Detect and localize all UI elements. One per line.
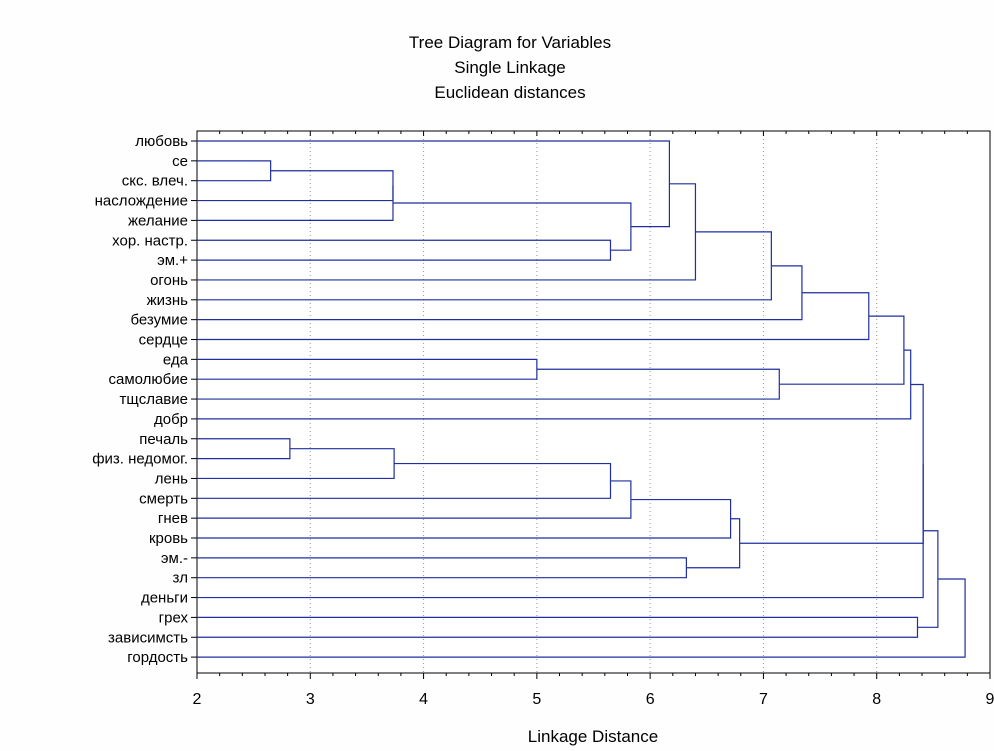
dendrogram-link [197,358,538,380]
dendrogram-link [197,438,291,460]
leaf-label: хор. настр. [112,232,188,249]
x-axis-label: Linkage Distance [528,727,658,746]
dendrogram-link [197,183,697,281]
leaf-label: желание [128,212,188,229]
dendrogram-link [197,448,395,480]
x-axis-ticks: 2 3 4 5 6 7 8 9 [193,131,994,708]
leaf-label: добр [154,411,188,428]
leaf-label: смерть [139,490,188,507]
leaf-label: наслождение [95,193,188,210]
plot-area [196,130,991,674]
x-tick-label: 4 [419,691,428,708]
chart-title-line: Tree Diagram for Variables [409,33,611,52]
leaf-label: любовь [135,133,188,150]
dendrogram-link [197,463,924,599]
leaf-label: кровь [149,530,188,547]
leaf-label: се [172,153,188,170]
chart-title: Tree Diagram for Variables Single Linkage… [409,33,611,102]
x-tick-label: 8 [872,691,881,708]
leaf-label: печаль [139,431,188,448]
dendrogram-link [197,185,394,221]
leaf-label: сердце [139,332,188,349]
dendrogram-link [392,202,632,251]
chart-title-line: Single Linkage [454,58,566,77]
dendrogram-link [197,557,687,579]
leaf-label: зависимсть [108,629,188,646]
leaf-label: самолюбие [109,371,188,388]
leaf-label: эм.- [161,550,188,567]
leaf-label: грех [159,609,189,626]
dendrogram-link [197,616,919,638]
leaf-label: зл [173,570,188,587]
leaf-label: гордость [127,649,188,666]
x-tick-label: 2 [193,691,202,708]
x-tick-label: 5 [532,691,541,708]
x-tick-label: 6 [646,691,655,708]
leaf-label: жизнь [147,292,189,309]
dendrogram-link [197,480,632,519]
dendrogram-links [197,140,966,658]
x-tick-label: 7 [759,691,768,708]
leaf-label: деньги [141,590,188,607]
leaf-label: тщславие [120,391,189,408]
leaf-label: лень [155,470,188,487]
leaf-labels: любовь се скс. влеч. наслождение желание хор.… [92,133,197,666]
x-tick-label: 9 [986,691,994,708]
dendrogram-link [197,578,966,658]
leaf-label: огонь [150,272,188,289]
chart-title-line: Euclidean distances [434,83,585,102]
leaf-label: эм.+ [157,252,188,269]
leaf-label: еда [163,351,189,368]
leaf-label: физ. недомог. [92,451,188,468]
dendrogram-link [197,292,870,341]
dendrogram-link [197,140,671,228]
leaf-label: скс. влеч. [122,173,188,190]
leaf-label: гнев [158,510,188,527]
x-tick-label: 3 [306,691,315,708]
leaf-label: безумие [130,312,188,329]
